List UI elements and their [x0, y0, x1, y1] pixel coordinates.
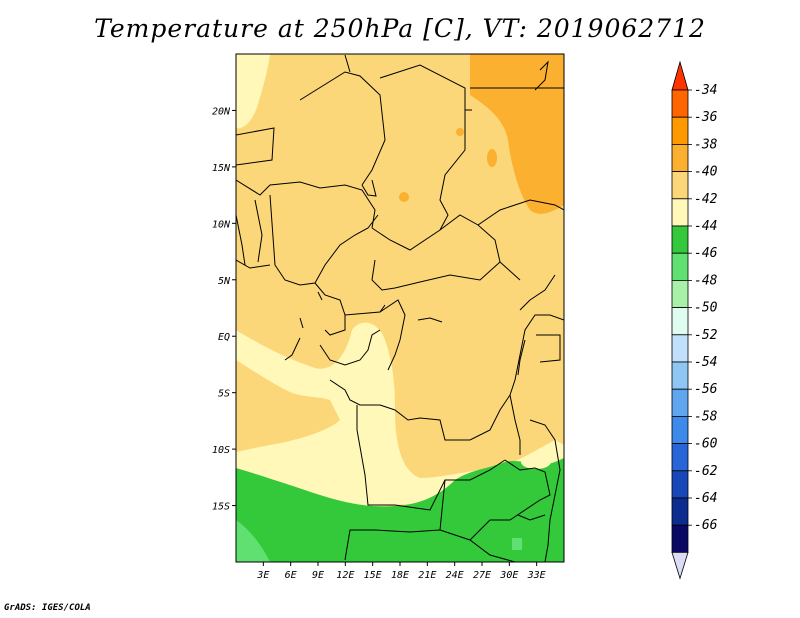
x-tick-label: 6E	[285, 570, 297, 581]
y-tick-label: 15S	[212, 502, 230, 513]
field-blob-ne-2	[456, 128, 464, 136]
colorbar-label: -52	[694, 328, 718, 343]
x-tick-label: 33E	[527, 570, 546, 581]
y-tick-label: 10N	[212, 219, 231, 230]
y-axis: 20N 15N 10N 5N EQ 5S 10S 15S	[212, 106, 236, 513]
colorbar-swatch	[671, 443, 689, 472]
field-band-40-42-coast	[236, 360, 340, 452]
x-tick-label: 12E	[336, 570, 354, 581]
colorbar-label: -58	[694, 409, 718, 424]
colorbar-swatch	[671, 171, 689, 200]
x-tick-label: 9E	[312, 570, 324, 581]
colorbar-label: -56	[694, 382, 718, 397]
colorbar-swatch	[671, 415, 689, 444]
colorbar-swatch	[671, 198, 689, 227]
field-patch-east	[521, 455, 551, 469]
x-tick-label: 15E	[364, 570, 382, 581]
colorbar-swatch	[671, 116, 689, 145]
colorbar-bottom-arrow	[671, 552, 689, 580]
x-axis: 3E 6E 9E 12E 15E 18E 21E 24E 27E 30E 33E	[256, 562, 546, 581]
colorbar-label: -62	[694, 464, 718, 479]
field-patch-lake	[512, 538, 522, 550]
colorbar-swatch	[671, 252, 689, 281]
x-tick-label: 27E	[473, 570, 491, 581]
country-borders	[236, 54, 564, 562]
colorbar-swatch	[671, 225, 689, 254]
colorbar-label: -60	[694, 437, 718, 452]
field-blob-ne-1	[487, 149, 497, 167]
field-blob-central	[399, 192, 409, 202]
colorbar: -34 -36 -38 -40 -42 -44 -46 -48 -50 -52 -54 -56 -58 -…	[671, 60, 718, 580]
colorbar-label: -38	[694, 137, 718, 152]
y-tick-label: 10S	[212, 445, 230, 456]
field-band-44-46	[236, 458, 564, 562]
colorbar-swatch	[671, 307, 689, 336]
colorbar-swatch	[671, 334, 689, 363]
grads-credit: GrADS: IGES/COLA	[4, 603, 91, 613]
x-tick-label: 3E	[256, 570, 269, 581]
colorbar-swatch	[671, 497, 689, 526]
colorbar-label: -34	[694, 83, 717, 98]
x-tick-label: 21E	[418, 570, 436, 581]
colorbar-swatch	[671, 524, 689, 553]
colorbar-label: -48	[694, 273, 718, 288]
colorbar-swatch	[671, 279, 689, 308]
colorbar-swatch	[671, 361, 689, 390]
colorbar-label: -66	[694, 518, 718, 533]
colorbar-swatch	[671, 470, 689, 499]
y-tick-label: EQ	[218, 332, 230, 343]
colorbar-swatch	[671, 143, 689, 172]
field-band-38-40	[470, 54, 564, 214]
colorbar-label: -44	[694, 219, 717, 234]
colorbar-label: -46	[694, 246, 718, 261]
y-tick-label: 5S	[218, 389, 230, 400]
field-band-42-44	[236, 322, 564, 507]
colorbar-top-arrow	[671, 60, 689, 91]
colorbar-label: -42	[694, 192, 718, 207]
colorbar-label: -36	[694, 110, 718, 125]
temperature-field	[236, 54, 564, 562]
colorbar-swatch	[671, 388, 689, 417]
colorbar-label: -40	[694, 165, 718, 180]
colorbar-swatch	[671, 89, 689, 118]
map-title: Temperature at 250hPa [C], VT: 201906271…	[94, 14, 706, 43]
y-tick-label: 15N	[212, 163, 231, 174]
field-patch-west-sahel	[236, 54, 270, 129]
field-band-46-48	[236, 520, 270, 562]
x-tick-label: 18E	[391, 570, 409, 581]
colorbar-label: -64	[694, 491, 717, 506]
colorbar-label: -50	[694, 301, 718, 316]
y-tick-label: 5N	[218, 276, 231, 287]
x-tick-label: 24E	[446, 570, 464, 581]
y-tick-label: 20N	[212, 106, 231, 117]
colorbar-label: -54	[694, 355, 717, 370]
x-tick-label: 30E	[499, 570, 518, 581]
